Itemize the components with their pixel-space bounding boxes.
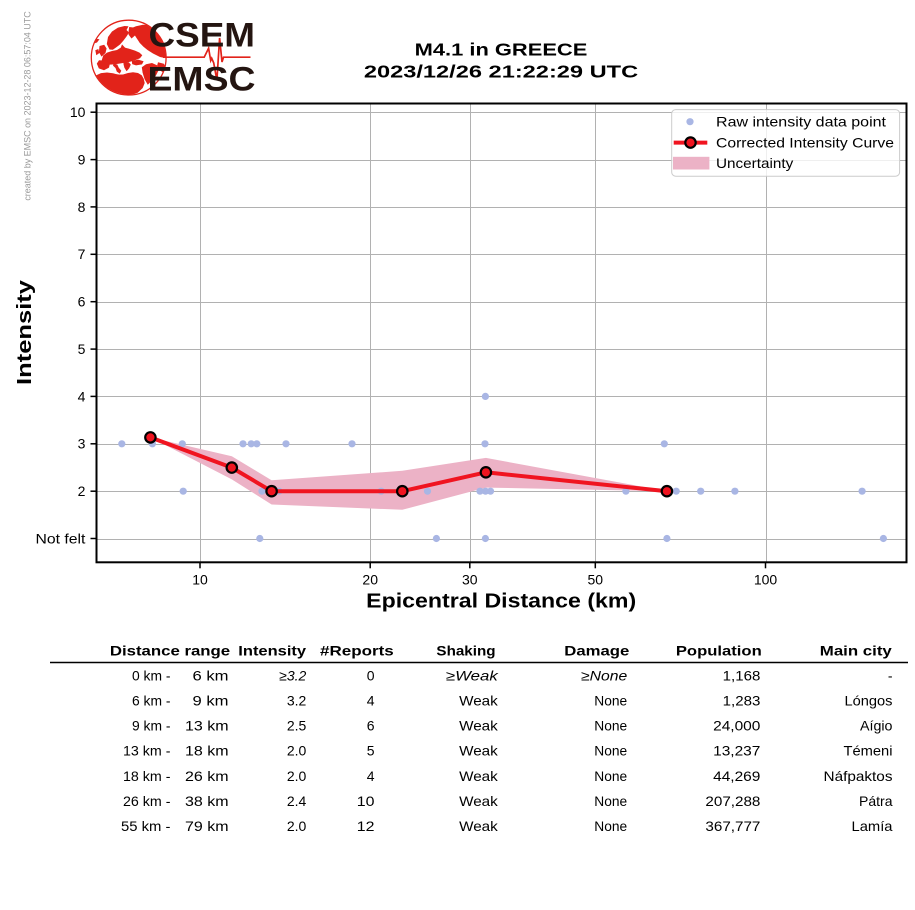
svg-text:Main city: Main city — [820, 642, 892, 658]
svg-text:12: 12 — [357, 818, 375, 834]
svg-text:1,283: 1,283 — [723, 693, 761, 709]
svg-text:Damage: Damage — [564, 642, 629, 658]
svg-text:CSEM: CSEM — [149, 16, 256, 54]
svg-text:38 km: 38 km — [185, 793, 229, 809]
svg-text:EMSC: EMSC — [148, 61, 256, 99]
svg-text:Population: Population — [676, 642, 762, 658]
svg-text:M4.1 in GREECE: M4.1 in GREECE — [415, 39, 588, 59]
svg-text:2.5: 2.5 — [287, 718, 307, 734]
svg-text:26 km: 26 km — [185, 768, 229, 784]
svg-text:None: None — [594, 743, 627, 759]
svg-text:44,269: 44,269 — [713, 768, 761, 784]
svg-text:10: 10 — [357, 793, 375, 809]
svg-text:#Reports: #Reports — [320, 642, 394, 658]
svg-text:100: 100 — [754, 571, 778, 587]
svg-text:2.4: 2.4 — [287, 793, 307, 809]
svg-text:Aígio: Aígio — [860, 718, 893, 734]
svg-text:9 km -: 9 km - — [132, 718, 171, 734]
svg-text:367,777: 367,777 — [705, 818, 760, 834]
svg-text:6 km -: 6 km - — [132, 693, 171, 709]
svg-text:13,237: 13,237 — [713, 743, 761, 759]
svg-text:Náfpaktos: Náfpaktos — [824, 768, 893, 784]
svg-text:Distance range: Distance range — [110, 642, 231, 658]
svg-text:Epicentral Distance (km): Epicentral Distance (km) — [366, 590, 636, 612]
svg-text:Weak: Weak — [459, 768, 499, 784]
svg-text:Intensity: Intensity — [238, 642, 306, 658]
svg-text:Uncertainty: Uncertainty — [716, 155, 793, 171]
svg-text:13 km: 13 km — [185, 718, 229, 734]
svg-text:6: 6 — [78, 294, 86, 310]
svg-text:5: 5 — [367, 743, 375, 759]
svg-text:10: 10 — [192, 571, 208, 587]
svg-text:None: None — [594, 818, 627, 834]
svg-text:None: None — [594, 793, 627, 809]
svg-text:3: 3 — [78, 436, 86, 452]
svg-text:Pátra: Pátra — [859, 793, 893, 809]
svg-text:20: 20 — [362, 571, 378, 587]
svg-text:50: 50 — [588, 571, 604, 587]
svg-text:8: 8 — [78, 199, 86, 215]
svg-text:9: 9 — [78, 152, 86, 168]
svg-text:13 km -: 13 km - — [123, 743, 171, 759]
svg-text:Weak: Weak — [459, 743, 499, 759]
svg-text:10: 10 — [70, 104, 86, 120]
svg-text:2.0: 2.0 — [287, 818, 307, 834]
svg-text:18 km: 18 km — [185, 743, 229, 759]
svg-text:0 km -: 0 km - — [132, 668, 171, 684]
svg-text:≥Weak: ≥Weak — [446, 668, 499, 684]
svg-text:2.0: 2.0 — [287, 768, 307, 784]
svg-text:7: 7 — [78, 246, 86, 262]
svg-text:1,168: 1,168 — [723, 668, 761, 684]
svg-text:None: None — [594, 768, 627, 784]
svg-text:2: 2 — [78, 483, 86, 499]
svg-text:Corrected Intensity Curve: Corrected Intensity Curve — [716, 135, 894, 151]
svg-text:9 km: 9 km — [193, 693, 229, 709]
svg-text:Témeni: Témeni — [844, 743, 893, 759]
svg-text:207,288: 207,288 — [705, 793, 760, 809]
svg-text:24,000: 24,000 — [713, 718, 761, 734]
svg-text:4: 4 — [78, 388, 86, 404]
svg-text:Shaking: Shaking — [436, 642, 495, 658]
svg-text:Lóngos: Lóngos — [845, 693, 893, 709]
svg-text:2.0: 2.0 — [287, 743, 307, 759]
svg-text:≥3.2: ≥3.2 — [279, 668, 306, 684]
svg-text:30: 30 — [462, 571, 478, 587]
svg-text:Weak: Weak — [459, 793, 499, 809]
svg-text:Weak: Weak — [459, 818, 499, 834]
svg-text:5: 5 — [78, 341, 86, 357]
svg-text:26 km -: 26 km - — [123, 793, 171, 809]
svg-text:6: 6 — [367, 718, 375, 734]
svg-text:Intensity: Intensity — [14, 279, 36, 385]
svg-text:3.2: 3.2 — [287, 693, 307, 709]
svg-text:18 km -: 18 km - — [123, 768, 171, 784]
svg-text:2023/12/26 21:22:29 UTC: 2023/12/26 21:22:29 UTC — [364, 62, 639, 82]
svg-text:4: 4 — [367, 693, 375, 709]
svg-text:6 km: 6 km — [193, 668, 229, 684]
svg-text:None: None — [594, 693, 627, 709]
svg-text:≥None: ≥None — [581, 668, 627, 684]
svg-text:79 km: 79 km — [185, 818, 229, 834]
svg-text:Lamía: Lamía — [852, 818, 893, 834]
svg-text:0: 0 — [367, 668, 375, 684]
svg-text:-: - — [888, 668, 893, 684]
svg-text:None: None — [594, 718, 627, 734]
svg-text:created by EMSC on 2023-12-28: created by EMSC on 2023-12-28 06:57:04 U… — [23, 11, 34, 201]
svg-text:55 km -: 55 km - — [121, 818, 171, 834]
svg-text:4: 4 — [367, 768, 375, 784]
svg-text:Not felt: Not felt — [36, 530, 86, 546]
svg-text:Weak: Weak — [459, 693, 499, 709]
svg-text:Weak: Weak — [459, 718, 499, 734]
svg-text:Raw intensity data point: Raw intensity data point — [716, 114, 886, 130]
